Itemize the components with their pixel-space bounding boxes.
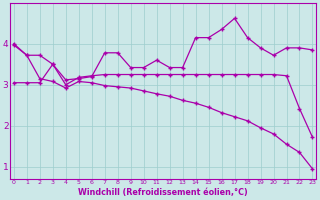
- X-axis label: Windchill (Refroidissement éolien,°C): Windchill (Refroidissement éolien,°C): [78, 188, 248, 197]
